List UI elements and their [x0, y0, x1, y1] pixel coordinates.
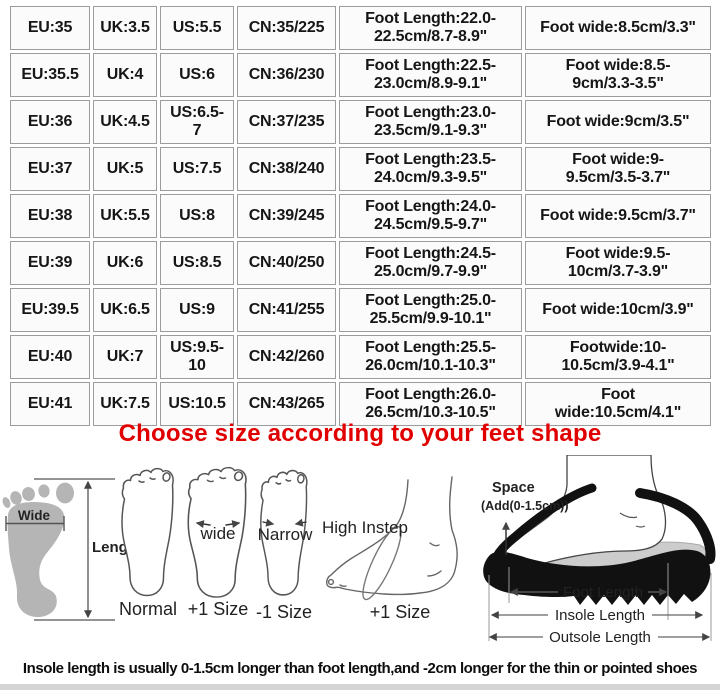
- cell-foot-wide: Footwide:10-10.5cm/3.9-4.1": [525, 335, 711, 379]
- cell-cn: CN:37/235: [237, 100, 336, 144]
- insole-length-label: Insole Length: [555, 607, 645, 624]
- cell-us: US:9: [160, 288, 234, 332]
- space-add-label: (Add(0-1.5cm)): [481, 499, 569, 513]
- cell-foot-length: Foot Length:22.5-23.0cm/8.9-9.1": [339, 53, 522, 97]
- wide-label: Wide: [18, 508, 51, 523]
- feet-shape-diagram: Wide Length wide Narrow Normal +1 Size -…: [2, 455, 716, 646]
- cell-cn: CN:43/265: [237, 382, 336, 426]
- bottom-divider: [0, 684, 720, 690]
- cell-eu: EU:39.5: [10, 288, 90, 332]
- insole-note: Insole length is usually 0-1.5cm longer …: [22, 660, 698, 677]
- cell-uk: UK:5: [93, 147, 157, 191]
- narrow-arrows-icon: [262, 518, 307, 527]
- size-row: EU:37 UK:5 US:7.5 CN:38/240 Foot Length:…: [10, 147, 711, 191]
- cell-us: US:7.5: [160, 147, 234, 191]
- cell-foot-length: Foot Length:24.0-24.5cm/9.5-9.7": [339, 194, 522, 238]
- cell-us: US:8.5: [160, 241, 234, 285]
- cell-uk: UK:4: [93, 53, 157, 97]
- cell-us: US:9.5-10: [160, 335, 234, 379]
- high-instep-diagram: High Instep +1 Size: [322, 476, 458, 622]
- cell-foot-wide: Foot wide:10cm/3.9": [525, 288, 711, 332]
- cell-foot-length: Foot Length:22.0-22.5cm/8.7-8.9": [339, 6, 522, 50]
- cell-eu: EU:39: [10, 241, 90, 285]
- cell-us: US:5.5: [160, 6, 234, 50]
- minus-one-size-label: -1 Size: [256, 602, 312, 622]
- cell-foot-wide: Foot wide:8.5-9cm/3.3-3.5": [525, 53, 711, 97]
- cell-eu: EU:40: [10, 335, 90, 379]
- cell-us: US:6: [160, 53, 234, 97]
- measure-guides: [488, 563, 712, 641]
- sole-outlines: wide Narrow Normal +1 Size -1 Size: [119, 466, 314, 622]
- cell-uk: UK:7: [93, 335, 157, 379]
- foot-length-label: Foot Length: [563, 584, 643, 601]
- cell-cn: CN:41/255: [237, 288, 336, 332]
- size-row: EU:39 UK:6 US:8.5 CN:40/250 Foot Length:…: [10, 241, 711, 285]
- cell-eu: EU:35: [10, 6, 90, 50]
- page-title: Choose size according to your feet shape: [118, 420, 602, 447]
- cell-eu: EU:41: [10, 382, 90, 426]
- cell-us: US:10.5: [160, 382, 234, 426]
- cell-uk: UK:3.5: [93, 6, 157, 50]
- size-chart: EU:35 UK:3.5 US:5.5 CN:35/225 Foot Lengt…: [7, 3, 714, 429]
- cell-uk: UK:5.5: [93, 194, 157, 238]
- wide-foot-label: wide: [200, 524, 236, 543]
- size-row: EU:40 UK:7 US:9.5-10 CN:42/260 Foot Leng…: [10, 335, 711, 379]
- cell-foot-wide: Foot wide:9.5cm/3.7": [525, 194, 711, 238]
- narrow-foot-label: Narrow: [258, 525, 314, 544]
- cell-uk: UK:6.5: [93, 288, 157, 332]
- cell-foot-length: Foot Length:25.5-26.0cm/10.1-10.3": [339, 335, 522, 379]
- normal-label: Normal: [119, 599, 177, 619]
- cell-cn: CN:39/245: [237, 194, 336, 238]
- cell-eu: EU:36: [10, 100, 90, 144]
- cell-foot-length: Foot Length:25.0-25.5cm/9.9-10.1": [339, 288, 522, 332]
- cell-cn: CN:42/260: [237, 335, 336, 379]
- cell-foot-wide: Foot wide:10.5cm/4.1": [525, 382, 711, 426]
- instep-girth-icon: [362, 525, 402, 601]
- cell-uk: UK:6: [93, 241, 157, 285]
- size-row: EU:39.5 UK:6.5 US:9 CN:41/255 Foot Lengt…: [10, 288, 711, 332]
- outsole-icon: [483, 549, 711, 605]
- size-row: EU:41 UK:7.5 US:10.5 CN:43/265 Foot Leng…: [10, 382, 711, 426]
- cell-foot-length: Foot Length:23.0-23.5cm/9.1-9.3": [339, 100, 522, 144]
- cell-foot-wide: Foot wide:9cm/3.5": [525, 100, 711, 144]
- size-row: EU:36 UK:4.5 US:6.5-7 CN:37/235 Foot Len…: [10, 100, 711, 144]
- cell-foot-wide: Foot wide:9-9.5cm/3.5-3.7": [525, 147, 711, 191]
- length-measure-line: [34, 478, 115, 621]
- cell-eu: EU:38: [10, 194, 90, 238]
- cell-cn: CN:40/250: [237, 241, 336, 285]
- cell-foot-wide: Foot wide:9.5-10cm/3.7-3.9": [525, 241, 711, 285]
- cell-foot-length: Foot Length:23.5-24.0cm/9.3-9.5": [339, 147, 522, 191]
- cell-foot-wide: Foot wide:8.5cm/3.3": [525, 6, 711, 50]
- cell-cn: CN:36/230: [237, 53, 336, 97]
- size-row: EU:35.5 UK:4 US:6 CN:36/230 Foot Length:…: [10, 53, 711, 97]
- cell-uk: UK:7.5: [93, 382, 157, 426]
- cell-foot-length: Foot Length:26.0-26.5cm/10.3-10.5": [339, 382, 522, 426]
- wide-measure-line: [5, 516, 65, 531]
- normal-foot-icon: [121, 467, 174, 597]
- cell-eu: EU:37: [10, 147, 90, 191]
- instep-plus-one-label: +1 Size: [370, 602, 431, 622]
- size-chart-table: EU:35 UK:3.5 US:5.5 CN:35/225 Foot Lengt…: [7, 3, 714, 429]
- size-row: EU:38 UK:5.5 US:8 CN:39/245 Foot Length:…: [10, 194, 711, 238]
- cell-us: US:6.5-7: [160, 100, 234, 144]
- shoe-length-diagram: Space (Add(0-1.5cm)) Foot Length Insole …: [481, 455, 716, 646]
- plus-one-size-label: +1 Size: [188, 599, 249, 619]
- cell-eu: EU:35.5: [10, 53, 90, 97]
- cell-cn: CN:35/225: [237, 6, 336, 50]
- high-instep-label: High Instep: [322, 518, 408, 537]
- cell-foot-length: Foot Length:24.5-25.0cm/9.7-9.9": [339, 241, 522, 285]
- size-row: EU:35 UK:3.5 US:5.5 CN:35/225 Foot Lengt…: [10, 6, 711, 50]
- cell-uk: UK:4.5: [93, 100, 157, 144]
- cell-cn: CN:38/240: [237, 147, 336, 191]
- outsole-length-label: Outsole Length: [549, 629, 651, 646]
- wide-arrows-icon: [195, 520, 241, 528]
- shoe-heel-icon: [635, 488, 716, 564]
- space-label: Space: [492, 480, 535, 496]
- cell-us: US:8: [160, 194, 234, 238]
- footprint-icon: [2, 482, 74, 618]
